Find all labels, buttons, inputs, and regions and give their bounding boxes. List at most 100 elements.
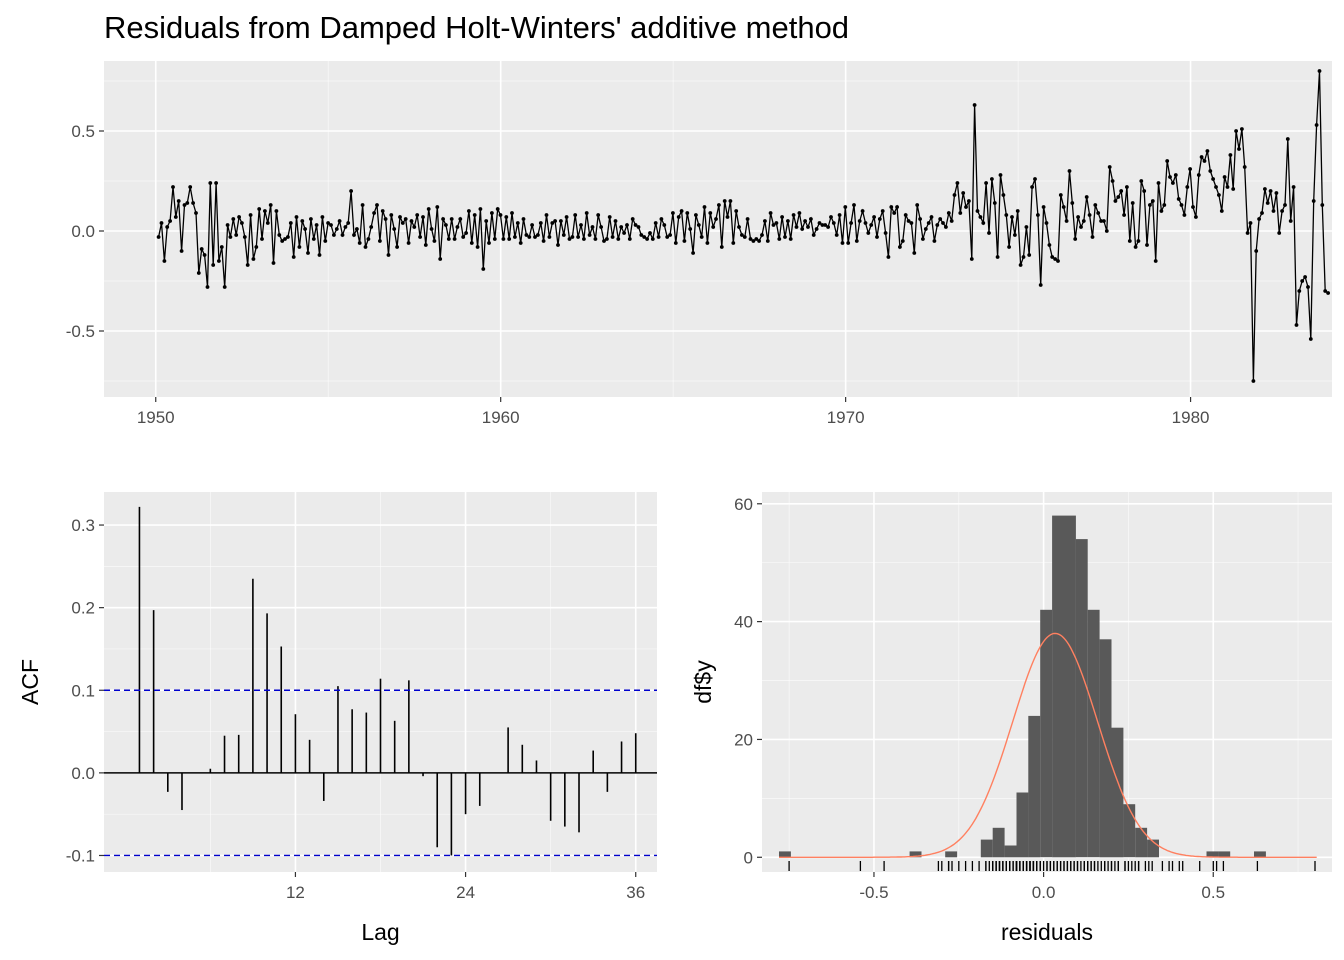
residual-point — [334, 227, 339, 231]
histogram-bar — [945, 851, 958, 858]
residual-point — [1136, 239, 1141, 243]
residual-point — [530, 223, 534, 227]
residual-point — [622, 231, 626, 235]
residual-point — [1248, 221, 1253, 225]
residual-point — [921, 237, 925, 241]
residual-point — [806, 225, 810, 229]
residual-point — [199, 247, 204, 251]
residual-point — [1280, 209, 1284, 213]
residual-point — [923, 227, 928, 231]
residual-point — [671, 211, 675, 215]
residual-point — [355, 227, 359, 231]
residual-point — [1004, 213, 1009, 217]
residual-point — [1277, 231, 1282, 235]
residual-point — [814, 227, 819, 231]
residual-point — [650, 237, 655, 241]
acf-y-tick-label: 0.2 — [71, 599, 95, 618]
residual-point — [306, 251, 310, 255]
residual-point — [1073, 237, 1078, 241]
residual-point — [1139, 179, 1144, 183]
residual-point — [257, 207, 262, 211]
acf-y-tick-label: 0.1 — [71, 681, 95, 700]
residual-point — [1306, 285, 1310, 289]
residual-point — [263, 209, 267, 213]
residual-point — [1202, 159, 1207, 163]
residual-point — [1084, 195, 1089, 199]
residual-point — [475, 245, 480, 249]
residual-point — [1102, 219, 1106, 223]
residual-point — [309, 217, 313, 221]
residual-point — [619, 225, 624, 229]
residual-point — [219, 245, 224, 249]
residual-point — [984, 181, 988, 185]
residual-point — [202, 253, 207, 257]
normal-density-curve — [779, 632, 1317, 858]
residual-point — [156, 235, 161, 239]
residual-point — [277, 233, 282, 237]
residual-point — [967, 199, 971, 203]
residual-point — [685, 211, 690, 215]
residual-point — [605, 237, 609, 241]
residual-point — [294, 215, 299, 219]
hist-x-axis-label: residuals — [1001, 919, 1093, 945]
residual-point — [386, 253, 391, 257]
residual-point — [446, 237, 451, 241]
residual-point — [1064, 219, 1069, 223]
residual-point — [809, 217, 813, 221]
residual-point — [869, 223, 874, 227]
acf-plot: -0.1 0.0 0.1 0.2 0.3 12 24 36 Lag ACF — [17, 492, 657, 945]
residual-point — [699, 235, 704, 239]
residual-point — [251, 257, 256, 261]
residual-point — [403, 217, 408, 221]
residual-point — [326, 221, 330, 225]
residual-point — [300, 219, 305, 223]
residual-point — [857, 219, 862, 223]
residual-point — [935, 223, 940, 227]
residual-point — [636, 225, 641, 229]
residual-point — [317, 253, 322, 257]
residual-point — [1188, 167, 1192, 171]
residual-point — [1021, 255, 1026, 259]
residual-point — [711, 225, 716, 229]
residual-point — [607, 215, 612, 219]
residual-point — [504, 215, 509, 219]
residual-point — [501, 237, 506, 241]
residual-point — [314, 223, 319, 227]
histogram-bar — [1040, 609, 1053, 858]
residual-point — [780, 215, 784, 219]
residual-point — [961, 191, 966, 195]
residual-point — [487, 241, 491, 245]
residual-point — [415, 213, 420, 217]
residual-point — [958, 211, 963, 215]
residual-point — [1081, 219, 1086, 223]
residual-point — [584, 211, 589, 215]
residual-point — [1038, 283, 1043, 287]
residual-point — [964, 205, 968, 209]
residual-point — [231, 217, 236, 221]
residual-point — [1291, 185, 1296, 189]
residual-point — [179, 249, 184, 253]
acf-x-tick-label: 24 — [456, 883, 475, 902]
residual-point — [900, 239, 905, 243]
residual-point — [260, 237, 264, 241]
residual-point — [363, 245, 368, 249]
residual-point — [1314, 123, 1319, 127]
residual-point — [1196, 173, 1201, 177]
residual-point — [1271, 209, 1276, 213]
residual-point — [352, 233, 356, 237]
residual-point — [375, 203, 379, 207]
residual-point — [171, 185, 175, 189]
residual-point — [541, 239, 546, 243]
residual-point — [995, 255, 1000, 259]
residual-point — [225, 223, 230, 227]
residual-point — [423, 243, 428, 247]
residual-point — [972, 103, 977, 107]
residual-point — [1015, 209, 1020, 213]
residual-point — [1294, 323, 1299, 327]
residual-point — [797, 211, 802, 215]
residual-point — [455, 225, 460, 229]
residual-point — [576, 235, 580, 239]
residual-point — [553, 219, 557, 223]
residual-point — [444, 223, 448, 227]
residual-point — [323, 239, 328, 243]
